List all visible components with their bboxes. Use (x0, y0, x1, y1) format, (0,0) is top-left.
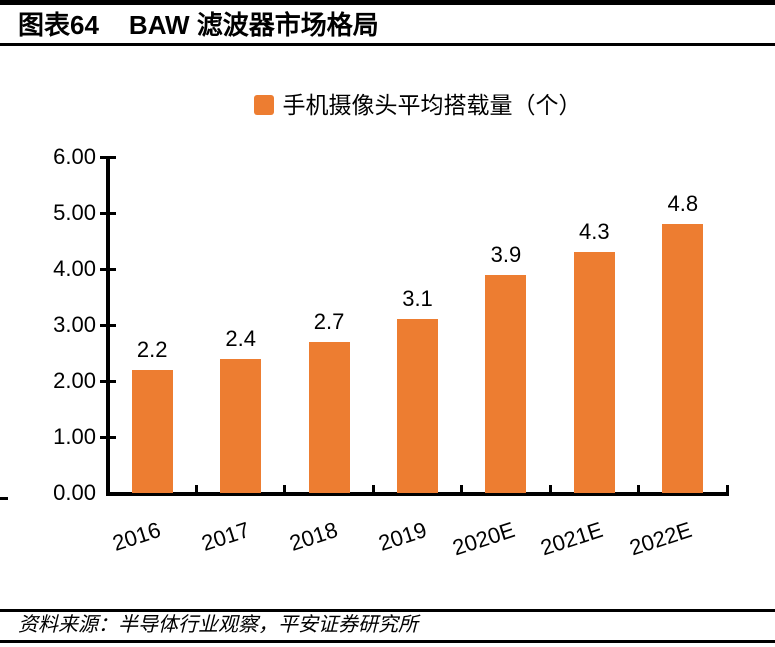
bar-value-label: 4.3 (579, 219, 610, 244)
x-axis-tick-mark (460, 485, 464, 496)
x-axis-tick-mark (637, 485, 641, 496)
y-axis-tick-label: 4.00 (53, 256, 96, 281)
x-axis-tick-mark (371, 485, 375, 496)
bar (485, 275, 527, 493)
y-axis-tick-label: 1.00 (53, 424, 96, 449)
y-axis-tick-label: 2.00 (53, 368, 96, 393)
x-axis-tick-mark (725, 485, 729, 496)
y-axis-tick-label: 6.00 (53, 144, 96, 169)
bar-value-label: 3.9 (490, 242, 522, 267)
y-axis-tick-mark (100, 267, 116, 271)
bar-value-label: 2.4 (225, 326, 256, 351)
bar (573, 252, 615, 493)
figure-title: 图表64 BAW 滤波器市场格局 (18, 9, 379, 41)
legend-swatch-icon (253, 95, 274, 115)
figure-number-label: 图表64 (18, 10, 99, 40)
x-axis-tick-mark (194, 485, 198, 496)
y-axis-tick-label: 3.00 (53, 312, 96, 337)
chart-legend: 手机摄像头平均搭载量（个） (108, 93, 727, 117)
bar (220, 359, 262, 493)
bar (131, 370, 173, 493)
source-note: 资料来源：半导体行业观察，平安证券研究所 (18, 614, 418, 636)
y-axis-tick-mark (100, 155, 116, 159)
top-rule (0, 0, 775, 5)
bar-value-label: 3.1 (402, 286, 433, 311)
y-axis-tick-mark (100, 435, 116, 439)
footer-divider-rule (0, 609, 775, 612)
bar-value-label: 2.2 (136, 337, 168, 362)
bar-value-label: 4.8 (667, 191, 699, 216)
bar (662, 224, 704, 493)
y-axis-tick-mark (100, 379, 116, 383)
legend-series-label: 手机摄像头平均搭载量（个） (282, 92, 582, 118)
page-edge-mark (0, 497, 8, 500)
x-axis-line (106, 492, 727, 496)
bar-value-label: 2.7 (313, 309, 345, 334)
title-divider-rule (0, 43, 775, 46)
x-axis-tick-mark (283, 485, 287, 496)
y-axis-tick-mark (100, 323, 116, 327)
bar (397, 319, 438, 493)
bottom-rule (0, 640, 775, 643)
y-axis-tick-label: 0.00 (53, 480, 96, 505)
bar (308, 342, 350, 493)
y-axis-tick-label: 5.00 (53, 200, 96, 225)
figure-title-text: BAW 滤波器市场格局 (128, 10, 379, 40)
y-axis-tick-mark (100, 211, 116, 215)
x-axis-tick-mark (548, 485, 552, 496)
